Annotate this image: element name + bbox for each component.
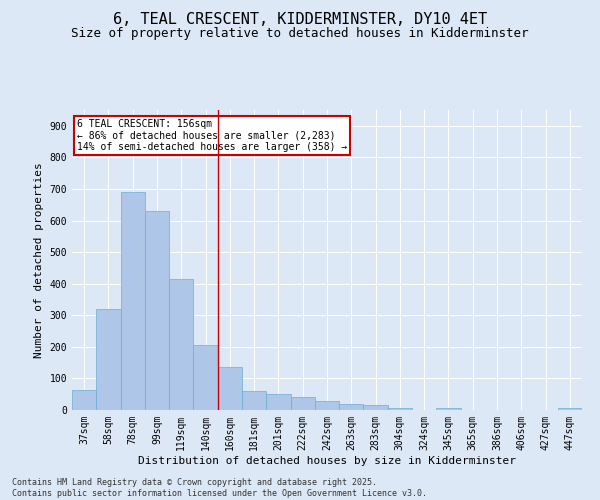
- Bar: [558, 408, 582, 410]
- Bar: [315, 400, 339, 410]
- Text: 6 TEAL CRESCENT: 156sqm
← 86% of detached houses are smaller (2,283)
14% of semi: 6 TEAL CRESCENT: 156sqm ← 86% of detache…: [77, 119, 347, 152]
- Bar: [242, 391, 266, 410]
- Bar: [96, 309, 121, 410]
- Bar: [121, 192, 145, 410]
- Bar: [193, 346, 218, 410]
- Text: Contains HM Land Registry data © Crown copyright and database right 2025.
Contai: Contains HM Land Registry data © Crown c…: [12, 478, 427, 498]
- Bar: [72, 390, 96, 410]
- Bar: [339, 404, 364, 410]
- Bar: [364, 406, 388, 410]
- Text: 6, TEAL CRESCENT, KIDDERMINSTER, DY10 4ET: 6, TEAL CRESCENT, KIDDERMINSTER, DY10 4E…: [113, 12, 487, 28]
- Bar: [388, 408, 412, 410]
- Bar: [145, 211, 169, 410]
- Bar: [266, 394, 290, 410]
- Text: Size of property relative to detached houses in Kidderminster: Size of property relative to detached ho…: [71, 28, 529, 40]
- Bar: [169, 279, 193, 410]
- Y-axis label: Number of detached properties: Number of detached properties: [34, 162, 44, 358]
- Bar: [290, 396, 315, 410]
- X-axis label: Distribution of detached houses by size in Kidderminster: Distribution of detached houses by size …: [138, 456, 516, 466]
- Bar: [436, 408, 461, 410]
- Bar: [218, 368, 242, 410]
